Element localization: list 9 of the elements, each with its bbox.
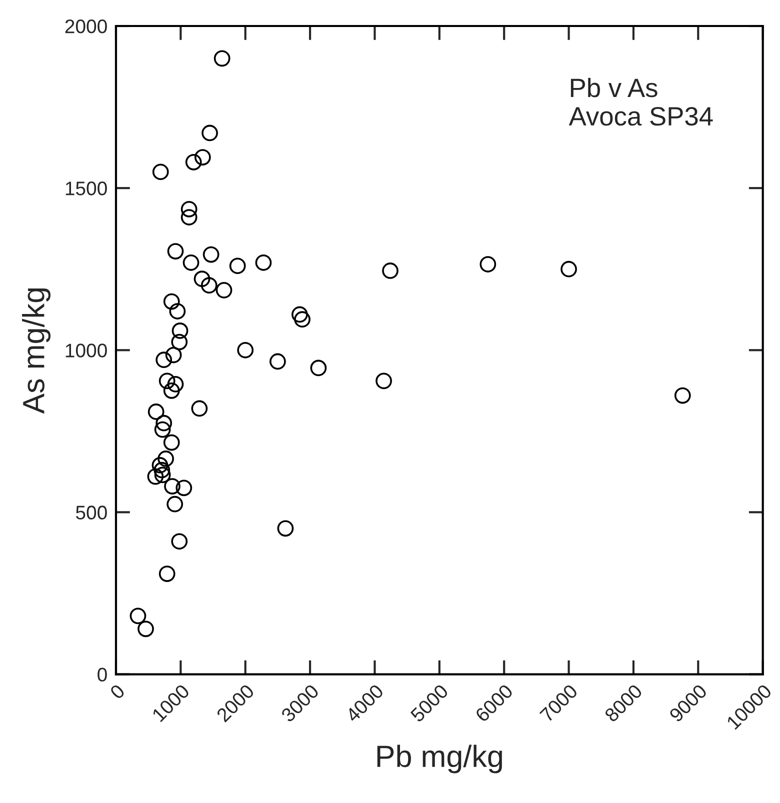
x-tick-label: 0: [109, 684, 126, 700]
y-axis-title: As mg/kg: [22, 288, 51, 414]
annotation: Pb v As Avoca SP34: [568, 78, 713, 126]
y-tick-label: 1500: [66, 182, 107, 196]
x-axis-title: Pb mg/kg: [377, 744, 502, 774]
y-tick-label: 500: [76, 506, 107, 520]
y-tick-label: 2000: [65, 19, 107, 34]
y-tick-label: 1000: [66, 344, 107, 358]
y-tick-label: 0: [98, 668, 107, 682]
